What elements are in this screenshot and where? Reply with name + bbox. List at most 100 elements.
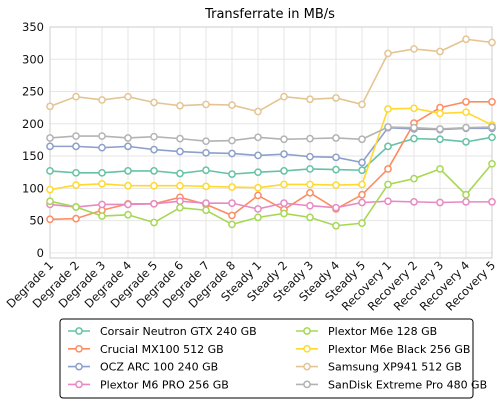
data-point <box>72 142 80 151</box>
data-point <box>202 206 210 215</box>
legend-box <box>59 318 474 399</box>
data-point <box>98 168 106 177</box>
data-point <box>98 212 106 220</box>
y-tick-label: 250 <box>22 85 44 99</box>
data-point <box>72 132 80 140</box>
data-point <box>46 142 54 151</box>
series-6 <box>46 35 496 116</box>
data-point <box>332 134 340 142</box>
data-point <box>124 181 132 190</box>
data-point <box>124 200 132 209</box>
series-layer <box>46 35 496 230</box>
y-axis: 0 50 100 150 200 250 300 350 <box>22 20 44 260</box>
data-point <box>358 166 366 175</box>
series-line <box>49 163 493 227</box>
data-point <box>202 137 210 146</box>
data-point <box>488 38 496 47</box>
data-point <box>176 197 184 206</box>
legend-marker <box>75 362 83 371</box>
legend-item: Samsung XP941 512 GB <box>296 361 462 374</box>
legend-label: OCZ ARC 100 240 GB <box>100 361 218 374</box>
data-point <box>358 135 366 144</box>
data-point <box>306 180 314 189</box>
data-point <box>384 49 392 58</box>
data-point <box>410 198 418 206</box>
data-point <box>254 205 262 213</box>
data-point <box>306 165 314 173</box>
data-point <box>358 158 366 167</box>
data-point <box>72 203 80 211</box>
data-point <box>488 123 496 131</box>
data-point <box>280 180 288 189</box>
data-point <box>410 174 418 183</box>
legend-marker <box>303 362 311 371</box>
data-point <box>410 123 418 132</box>
data-point <box>98 179 106 188</box>
data-point <box>306 152 314 161</box>
legend-label: Crucial MX100 512 GB <box>100 343 224 356</box>
data-point <box>202 148 210 157</box>
data-point <box>384 123 392 131</box>
data-point <box>72 214 80 223</box>
legend-item: OCZ ARC 100 240 GB <box>68 361 218 374</box>
data-point <box>150 145 158 154</box>
data-point <box>124 134 132 142</box>
data-point <box>124 210 132 219</box>
data-point <box>150 132 158 141</box>
data-point <box>462 108 470 117</box>
plot-frame <box>49 26 493 259</box>
legend-item: Plextor M6e Black 256 GB <box>296 343 470 356</box>
data-point <box>150 218 158 227</box>
y-tick-label: 300 <box>22 52 44 66</box>
data-point <box>462 35 470 44</box>
data-point <box>306 134 314 143</box>
y-tick-label: 350 <box>22 20 44 34</box>
y-tick-label: 200 <box>22 117 44 131</box>
data-point <box>202 199 210 208</box>
legend: Corsair Neutron GTX 240 GB Crucial MX100 … <box>59 318 487 399</box>
legend-item: SanDisk Extreme Pro 480 GB <box>296 378 487 391</box>
data-point <box>228 183 236 191</box>
data-point <box>98 143 106 152</box>
series-7 <box>46 123 496 146</box>
data-point <box>436 165 444 173</box>
data-point <box>150 98 158 107</box>
data-point <box>150 199 158 208</box>
data-point <box>306 95 314 104</box>
legend-label: Corsair Neutron GTX 240 GB <box>100 325 257 338</box>
data-point <box>228 220 236 229</box>
data-point <box>176 169 184 178</box>
legend-marker <box>75 344 83 353</box>
legend-item: Plextor M6 PRO 256 GB <box>68 378 229 391</box>
data-point <box>462 97 470 106</box>
legend-label: Plextor M6e Black 256 GB <box>328 343 470 356</box>
data-point <box>46 102 54 111</box>
data-point <box>46 215 54 224</box>
data-point <box>436 135 444 144</box>
data-point <box>98 96 106 104</box>
data-point <box>202 166 210 175</box>
legend-marker <box>75 380 83 389</box>
data-point <box>436 47 444 56</box>
data-point <box>228 170 236 178</box>
data-point <box>124 142 132 151</box>
data-point <box>436 198 444 207</box>
data-point <box>410 104 418 113</box>
data-point <box>98 132 106 140</box>
data-point <box>228 149 236 158</box>
legend-label: Samsung XP941 512 GB <box>328 361 462 374</box>
data-point <box>384 197 392 206</box>
chart-title: Transferrate in MB/s <box>204 7 335 22</box>
data-point <box>254 191 262 200</box>
y-tick-label: 50 <box>29 214 44 228</box>
data-point <box>280 167 288 175</box>
data-point <box>176 203 184 212</box>
series-4 <box>46 159 496 230</box>
data-point <box>46 167 54 175</box>
legend-item: Plextor M6e 128 GB <box>296 325 437 338</box>
data-point <box>384 105 392 113</box>
data-point <box>254 133 262 142</box>
data-point <box>228 101 236 109</box>
legend-label: Plextor M6e 128 GB <box>328 325 437 338</box>
